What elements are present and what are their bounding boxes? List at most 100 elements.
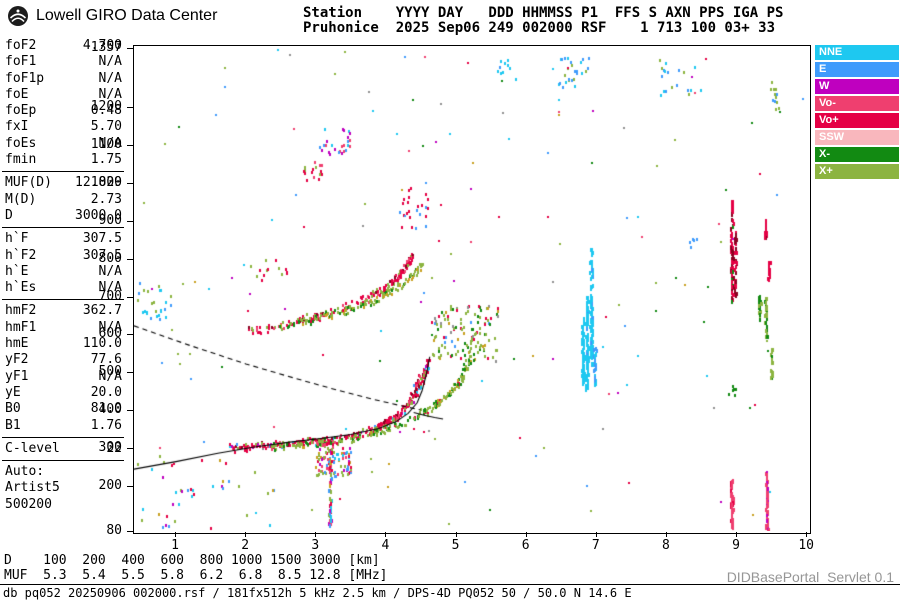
x-tick: [665, 532, 667, 537]
readout-value: 1.75: [90, 152, 122, 168]
legend-item-ssw: SSW: [815, 130, 899, 145]
y-tick: [127, 334, 133, 336]
x-tick-label: 2: [241, 538, 250, 553]
readout-label: B1: [5, 417, 21, 433]
readout-row-hmf2: hmF2 362.7: [2, 303, 124, 319]
readout-label: foF2: [5, 38, 37, 53]
readout-value: 362.7: [82, 303, 122, 319]
giro-logo: [8, 6, 28, 26]
brand: Lowell GIRO Data Center: [6, 4, 217, 28]
readout-value: N/A: [98, 86, 122, 102]
readout-label: hmF1: [5, 319, 37, 335]
x-tick-label: 1: [171, 538, 179, 553]
readout-value: 0.48: [90, 103, 122, 119]
y-tick: [127, 47, 133, 49]
readout-label: foF1p: [5, 70, 45, 86]
x-tick-label: 8: [661, 538, 670, 553]
readout-row-b0: B0 81.0: [2, 401, 124, 417]
y-tick: [127, 220, 133, 222]
readout-value: N/A: [98, 280, 122, 296]
y-tick-label: 1200: [90, 99, 122, 115]
readout-label: foEs: [5, 135, 37, 151]
y-tick-label: 800: [98, 250, 122, 266]
readout-value: 81.0: [90, 401, 122, 417]
legend-item-nne: NNE: [815, 45, 899, 60]
readout-value: 12.829: [75, 175, 122, 191]
x-tick-label: 7: [591, 538, 600, 553]
record-info-line: db pq052 20250906 002000.rsf / 181fx512h…: [3, 586, 632, 600]
y-tick: [127, 296, 133, 298]
readout-value: N/A: [98, 319, 122, 335]
echo-direction-legend: NNE E W Vo- Vo+ SSW X- X+: [815, 45, 899, 181]
readout-value: 22: [106, 440, 122, 456]
section-divider: [2, 460, 124, 462]
readout-label: Artist5: [5, 480, 60, 496]
y-tick-label: 300: [98, 439, 122, 455]
y-tick: [127, 145, 133, 146]
y-tick-label: 400: [98, 402, 122, 418]
y-tick-label: 1357: [90, 39, 122, 55]
y-tick-label: 1000: [90, 174, 122, 190]
station-header-columns: Station YYYY DAY DDD HHMMSS P1 FFS S AXN…: [303, 5, 784, 21]
readout-row-yf2: yF2 77.6: [2, 352, 124, 368]
legend-item-vo+: Vo+: [815, 113, 899, 128]
readout-row-m-d-: M(D) 2.73: [2, 192, 124, 208]
readout-label: D: [5, 207, 13, 223]
readout-row-500200: 500200: [2, 497, 124, 513]
readout-row-foep: foEp 0.48: [2, 103, 124, 119]
legend-item-w: W: [815, 79, 899, 94]
readout-value: N/A: [98, 70, 122, 86]
readout-label: Auto:: [5, 464, 45, 480]
legend-item-e: E: [815, 62, 899, 77]
readout-row-fof2: foF2 4.700: [2, 38, 124, 54]
site-title: Lowell GIRO Data Center: [36, 7, 218, 24]
readout-value: 3000.0: [75, 207, 122, 223]
readout-value: 77.6: [90, 352, 122, 368]
y-tick-label: 600: [98, 326, 122, 342]
legend-item-x-: X-: [815, 147, 899, 162]
y-tick: [127, 182, 133, 184]
y-tick-label: 80: [106, 523, 122, 539]
readout-value: N/A: [98, 54, 122, 70]
readout-row-h-f2: h`F2 307.5: [2, 248, 124, 264]
readout-label: M(D): [5, 191, 37, 207]
x-tick: [455, 532, 457, 537]
readout-label: h`E: [5, 263, 29, 279]
y-tick: [127, 372, 133, 374]
section-divider: [2, 227, 124, 229]
readout-value: N/A: [98, 135, 122, 151]
x-tick-label: 6: [521, 538, 530, 553]
y-tick-label: 900: [98, 212, 122, 228]
readout-row-hmf1: hmF1 N/A: [2, 320, 124, 336]
readout-value: 4.700: [82, 38, 122, 53]
readout-label: hmF2: [5, 303, 37, 319]
station-header: Station YYYY DAY DDD HHMMSS P1 FFS S AXN…: [303, 6, 783, 36]
section-divider: [2, 171, 124, 173]
x-tick: [245, 532, 247, 537]
readout-row-fof1: foF1 N/A: [2, 54, 124, 70]
section-divider: [2, 436, 124, 438]
readout-row-auto-: Auto:: [2, 464, 124, 480]
readout-label: yF1: [5, 368, 29, 384]
readout-value: 1.76: [90, 417, 122, 433]
x-tick: [175, 532, 177, 537]
readout-row-h-f: h`F 307.5: [2, 231, 124, 247]
plot-frame: [133, 45, 811, 534]
y-tick: [127, 531, 133, 533]
readout-value: 2.73: [90, 191, 122, 207]
readout-row-muf-d-: MUF(D) 12.829: [2, 175, 124, 191]
x-tick-label: 5: [451, 538, 460, 553]
readout-label: C-level: [5, 440, 60, 456]
x-tick-label: 3: [311, 538, 320, 553]
footer-divider: [0, 584, 900, 585]
readout-row-b1: B1 1.76: [2, 418, 124, 434]
readout-label: hmE: [5, 336, 29, 352]
distance-row: D 100 200 400 600 800 1000 1500 3000 [km…: [4, 553, 380, 568]
readout-label: yE: [5, 384, 21, 400]
y-tick: [127, 485, 133, 487]
x-tick: [806, 532, 808, 537]
readout-row-d: D 3000.0: [2, 208, 124, 224]
y-tick-label: 200: [98, 477, 122, 493]
legend-item-x+: X+: [815, 164, 899, 179]
